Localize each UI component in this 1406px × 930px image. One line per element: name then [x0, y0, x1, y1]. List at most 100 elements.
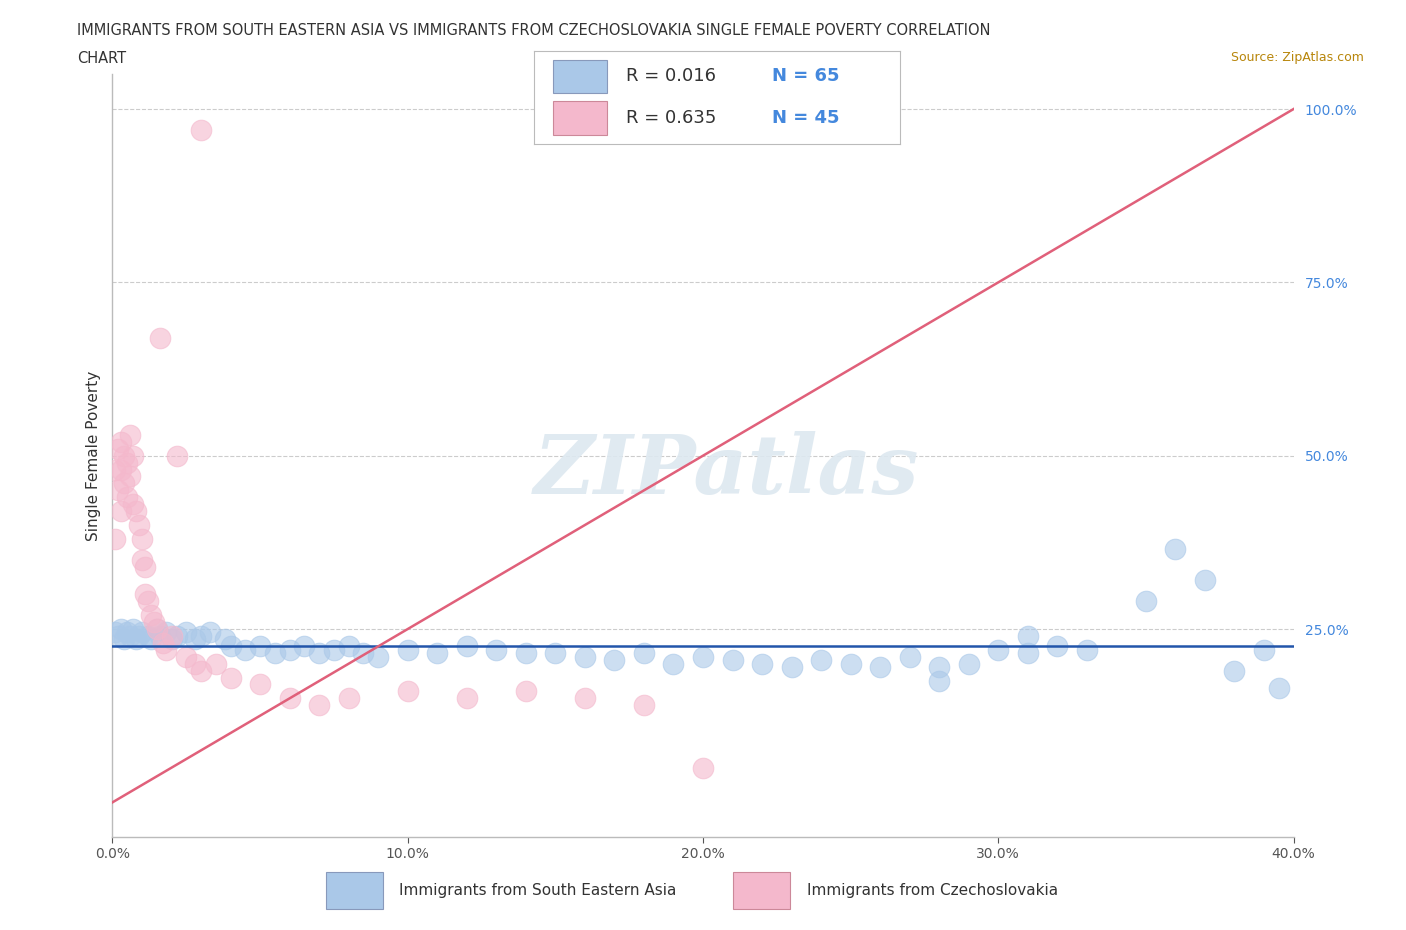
Point — [110, 462, 132, 477]
Text: N = 65: N = 65 — [772, 67, 839, 86]
Text: N = 45: N = 45 — [772, 109, 839, 127]
Point — [1076, 643, 1098, 658]
Point — [987, 643, 1010, 658]
Point — [337, 639, 360, 654]
Point — [898, 649, 921, 664]
Point — [110, 434, 132, 449]
Point — [174, 649, 197, 664]
Text: Immigrants from Czechoslovakia: Immigrants from Czechoslovakia — [807, 883, 1057, 898]
Point — [603, 653, 626, 668]
Point — [214, 632, 236, 647]
Point — [107, 483, 129, 498]
Point — [839, 657, 862, 671]
Y-axis label: Single Female Poverty: Single Female Poverty — [86, 370, 101, 541]
Point — [139, 632, 162, 647]
Point — [544, 645, 567, 660]
Point — [146, 621, 169, 636]
Point — [396, 684, 419, 698]
Point — [456, 691, 478, 706]
Point — [662, 657, 685, 671]
Point — [155, 643, 177, 658]
Point — [219, 671, 242, 685]
Point — [352, 645, 374, 660]
Text: Immigrants from South Eastern Asia: Immigrants from South Eastern Asia — [399, 883, 676, 898]
Point — [249, 639, 271, 654]
Point — [190, 663, 212, 678]
Point — [308, 645, 330, 660]
Point — [1017, 645, 1039, 660]
Point — [515, 645, 537, 660]
Point — [1164, 542, 1187, 557]
Point — [780, 659, 803, 674]
Point — [117, 455, 138, 470]
Point — [633, 645, 655, 660]
Point — [308, 698, 330, 712]
Point — [174, 625, 197, 640]
Point — [120, 469, 142, 484]
Point — [928, 673, 950, 688]
Point — [249, 677, 271, 692]
Point — [198, 625, 221, 640]
Point — [128, 518, 150, 533]
Point — [190, 123, 212, 138]
Point — [692, 649, 714, 664]
Point — [117, 625, 138, 640]
Point — [456, 639, 478, 654]
Point — [160, 629, 183, 644]
Point — [278, 643, 301, 658]
Point — [1253, 643, 1275, 658]
Point — [1223, 663, 1246, 678]
Point — [112, 476, 135, 491]
Point — [110, 504, 132, 519]
Text: R = 0.635: R = 0.635 — [626, 109, 716, 127]
Point — [166, 629, 188, 644]
Point — [142, 615, 165, 630]
Bar — [553, 60, 607, 93]
Point — [125, 632, 148, 647]
Bar — [326, 872, 382, 909]
Text: ZIPatlas: ZIPatlas — [534, 431, 920, 511]
Point — [396, 643, 419, 658]
Point — [633, 698, 655, 712]
Point — [205, 657, 228, 671]
Point — [131, 625, 153, 640]
Point — [426, 645, 449, 660]
Point — [146, 621, 169, 636]
Point — [485, 643, 508, 658]
Point — [957, 657, 980, 671]
Point — [110, 621, 132, 636]
Point — [131, 531, 153, 546]
Point — [184, 632, 207, 647]
Point — [337, 691, 360, 706]
Point — [160, 632, 183, 647]
Point — [152, 635, 174, 650]
Point — [131, 552, 153, 567]
Point — [128, 629, 150, 644]
Point — [149, 330, 172, 345]
Bar — [734, 872, 790, 909]
Point — [367, 649, 389, 664]
Point — [112, 448, 135, 463]
Point — [810, 653, 832, 668]
Text: CHART: CHART — [77, 51, 127, 66]
Point — [184, 657, 207, 671]
Point — [134, 559, 156, 574]
Point — [107, 629, 129, 644]
Point — [219, 639, 242, 654]
Point — [869, 659, 891, 674]
Point — [122, 448, 145, 463]
Point — [1194, 573, 1216, 588]
Point — [117, 490, 138, 505]
Point — [112, 632, 135, 647]
Point — [1017, 629, 1039, 644]
Point — [278, 691, 301, 706]
Point — [928, 659, 950, 674]
Point — [166, 448, 188, 463]
Point — [1268, 681, 1291, 696]
Point — [721, 653, 744, 668]
Point — [120, 629, 142, 644]
Point — [107, 442, 129, 457]
Point — [1046, 639, 1069, 654]
Point — [125, 504, 148, 519]
Point — [574, 649, 596, 664]
